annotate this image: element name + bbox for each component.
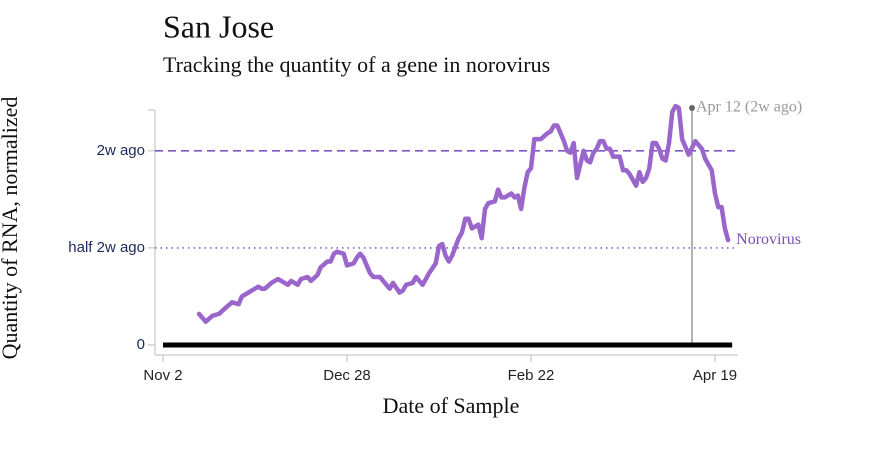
y-axis-label: Quantity of RNA, normalized [0,97,22,360]
x-axis-label: Date of Sample [383,393,520,418]
y-tick-label: half 2w ago [68,239,145,256]
annotation-dot [689,105,695,111]
x-tick-label: Nov 2 [143,367,182,384]
x-tick-label: Dec 28 [323,367,371,384]
baseline-rug [163,342,733,348]
annotation-label: Apr 12 (2w ago) [696,99,802,116]
y-tick-label: 2w ago [97,142,145,159]
chart-subtitle: Tracking the quantity of a gene in norov… [163,52,550,77]
series-line [196,103,731,324]
series-label: Norovirus [736,231,801,248]
x-tick-label: Feb 22 [508,367,555,384]
y-tick-label: 0 [137,336,145,353]
x-tick-label: Apr 19 [693,367,737,384]
chart-title: San Jose [163,8,274,44]
